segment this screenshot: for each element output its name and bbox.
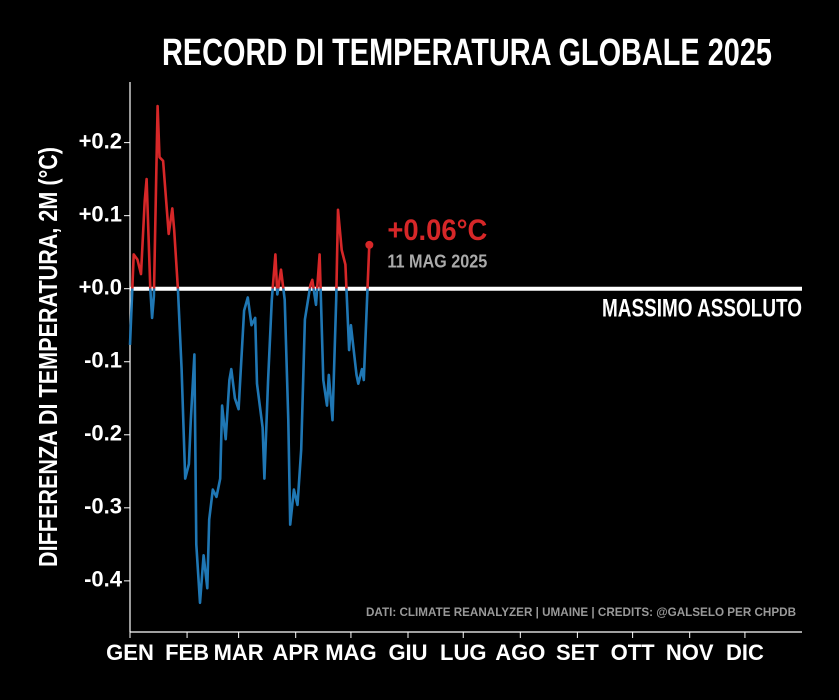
x-tick-label: NOV: [666, 640, 714, 665]
y-axis-label: DIFFERENZA DI TEMPERATURA, 2M (°C): [33, 147, 63, 567]
x-tick-label: DIC: [726, 640, 764, 665]
x-tick-label: AGO: [495, 640, 545, 665]
y-tick-label: -0.4: [84, 567, 123, 592]
annotation-value: +0.06°C: [387, 214, 487, 247]
x-tick-label: LUG: [440, 640, 486, 665]
y-tick-label: +0.2: [79, 128, 122, 153]
chart-title: RECORD DI TEMPERATURA GLOBALE 2025: [162, 32, 772, 74]
x-tick-label: GIU: [388, 640, 427, 665]
x-tick-label: MAR: [214, 640, 264, 665]
y-tick-label: +0.1: [79, 201, 122, 226]
x-tick-label: FEB: [165, 640, 209, 665]
annotation-date: 11 MAG 2025: [387, 252, 487, 272]
y-tick-label: +0.0: [79, 275, 122, 300]
temperature-line: [128, 104, 371, 605]
last-point: [365, 240, 374, 249]
reference-label: MASSIMO ASSOLUTO: [602, 295, 802, 323]
y-tick-label: -0.2: [84, 421, 122, 446]
x-tick-label: GEN: [106, 640, 154, 665]
source: DATI: CLIMATE REANALYZER | UMAINE | CRED…: [366, 605, 796, 619]
x-tick-label: MAG: [325, 640, 376, 665]
y-tick-label: -0.1: [84, 348, 122, 373]
x-tick-label: APR: [272, 640, 319, 665]
x-tick-label: OTT: [611, 640, 656, 665]
x-tick-label: SET: [556, 640, 599, 665]
y-tick-label: -0.3: [84, 494, 122, 519]
